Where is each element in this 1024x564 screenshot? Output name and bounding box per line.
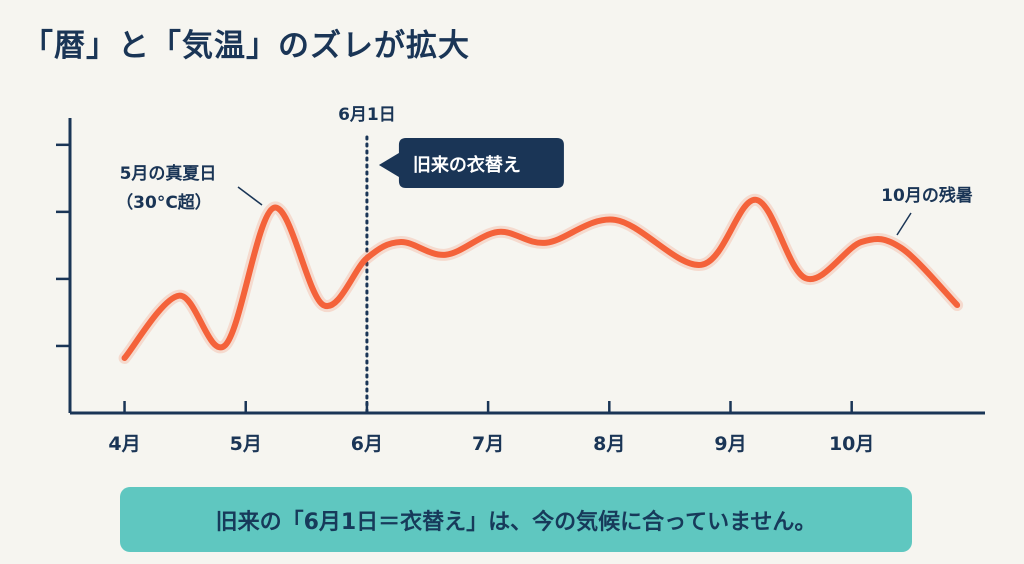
- annotation-leader-line: [237, 186, 263, 206]
- x-tick-label: 9月: [714, 433, 746, 455]
- x-tick-label: 8月: [593, 433, 625, 455]
- series-line: [121, 196, 961, 362]
- line-chart: 4月 5月 6月 7月 8月 9月 10月 6月1日 旧来の衣替え 5月の真夏日 （30°C…: [56, 105, 985, 455]
- annotation-may-heat: 5月の真夏日: [120, 163, 217, 184]
- june-1-label: 6月1日: [338, 105, 396, 125]
- x-tick-label: 4月: [108, 433, 140, 455]
- x-tick-label: 6月: [351, 433, 383, 455]
- annotation-may-heat-sub: （30°C超）: [116, 192, 212, 213]
- x-tick-label: 7月: [472, 433, 504, 455]
- annotation-leader-line: [896, 212, 912, 236]
- annotation-october-heat: 10月の残暑: [881, 185, 973, 206]
- conclusion-banner: 旧来の「6月1日＝衣替え」は、今の気候に合っていません。: [120, 487, 912, 552]
- x-tick-label: 5月: [230, 433, 262, 455]
- callout-old-koromogae: 旧来の衣替え: [378, 138, 564, 188]
- callout-text: 旧来の衣替え: [413, 154, 521, 176]
- x-tick-label: 10月: [829, 433, 874, 455]
- chart-title: 「暦」と「気温」のズレが拡大: [22, 28, 470, 64]
- conclusion-text: 旧来の「6月1日＝衣替え」は、今の気候に合っていません。: [215, 509, 817, 535]
